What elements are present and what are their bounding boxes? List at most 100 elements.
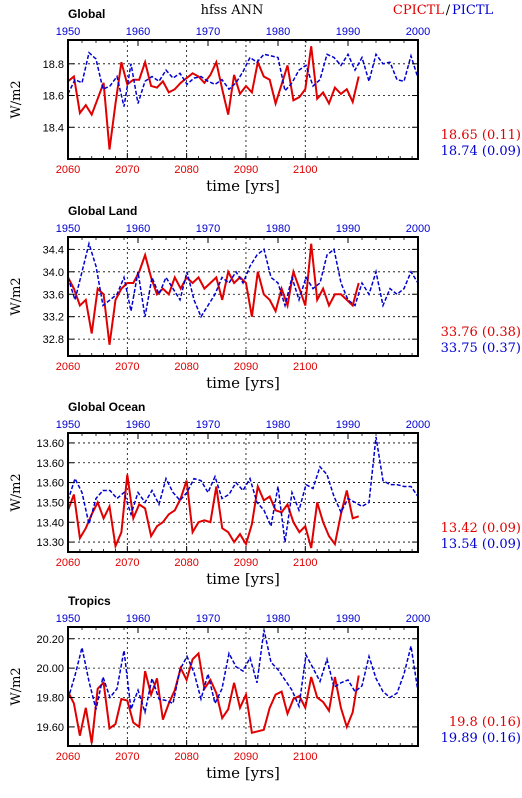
y-tick-label: 13.60 [36, 438, 64, 450]
x-axis-label: time [yrs] [206, 374, 280, 392]
x-tick-label-top: 1970 [196, 223, 220, 235]
y-tick-label: 18.4 [43, 122, 64, 134]
x-tick-label-bottom: 2080 [174, 557, 198, 569]
x-tick-label-top: 1980 [266, 613, 290, 625]
x-tick-label-bottom: 2080 [174, 361, 198, 373]
y-tick-label: 34.0 [43, 267, 64, 279]
panel-title: Tropics [68, 594, 111, 608]
series-line-cpictl [68, 651, 360, 744]
series-summary-pictl: 13.54 (0.09) [441, 537, 521, 552]
series-line-cpictl [68, 474, 360, 550]
legend-cpictl: CPICTL [393, 3, 444, 18]
x-tick-label-bottom: 2060 [56, 164, 80, 176]
x-tick-label-bottom: 2090 [234, 164, 258, 176]
x-tick-label-bottom: 2100 [293, 751, 317, 763]
y-tick-label: 13.40 [36, 517, 64, 529]
x-tick-label-top: 1970 [196, 26, 220, 38]
x-tick-label-top: 1990 [336, 419, 360, 431]
y-tick-label: 19.80 [36, 693, 64, 705]
panel-2: Global Land 2060 2070 2080 2090 2100 1950 1960 1… [9, 204, 521, 392]
plot-frame [67, 626, 419, 747]
x-tick-label-bottom: 2080 [174, 164, 198, 176]
variable-title: hfss ANN [201, 3, 264, 18]
series-line-pictl [68, 629, 418, 716]
x-axis-label: time [yrs] [206, 177, 280, 195]
y-axis-label: W/m2 [9, 80, 24, 118]
plot-frame [67, 432, 419, 553]
x-axis-label: time [yrs] [206, 570, 280, 588]
x-tick-label-top: 1950 [56, 613, 80, 625]
x-tick-label-top: 2000 [406, 613, 430, 625]
x-tick-label-top: 1960 [126, 223, 150, 235]
panel-1: Global 2060 2070 2080 2090 2100 1950 1960 1970 19… [9, 7, 521, 195]
series-line-cpictl [68, 243, 360, 345]
y-tick-label: 19.60 [36, 722, 64, 734]
series-line-pictl [68, 240, 418, 319]
y-axis-label: W/m2 [9, 667, 24, 705]
plot-frame [67, 39, 419, 160]
series-line-pictl [68, 51, 418, 107]
series-summary-pictl: 19.89 (0.16) [441, 731, 521, 746]
x-tick-label-top: 1960 [126, 613, 150, 625]
x-tick-label-bottom: 2060 [56, 361, 80, 373]
series-summary-cpictl: 33.76 (0.38) [441, 325, 521, 340]
legend-pictl: PICTL [452, 3, 494, 18]
series-summary-cpictl: 13.42 (0.09) [441, 521, 521, 536]
x-tick-label-top: 1990 [336, 223, 360, 235]
series-summary-pictl: 33.75 (0.37) [441, 341, 521, 356]
x-tick-label-top: 1980 [266, 419, 290, 431]
x-tick-label-top: 1990 [336, 26, 360, 38]
panel-title: Global Land [68, 204, 137, 218]
series-line-pictl [68, 436, 418, 543]
series-summary-cpictl: 18.65 (0.11) [441, 128, 521, 143]
y-tick-label: 18.8 [43, 59, 64, 71]
y-tick-label: 33.2 [43, 312, 64, 324]
series-summary-pictl: 18.74 (0.09) [441, 144, 521, 159]
y-axis-label: W/m2 [9, 473, 24, 511]
x-tick-label-bottom: 2100 [293, 164, 317, 176]
y-tick-label: 34.4 [43, 244, 64, 256]
x-tick-label-top: 2000 [406, 223, 430, 235]
x-tick-label-top: 1980 [266, 223, 290, 235]
x-tick-label-bottom: 2070 [115, 164, 139, 176]
x-tick-label-bottom: 2070 [115, 361, 139, 373]
panel-3: Global Ocean 2060 2070 2080 2090 2100 1950 1960… [9, 400, 521, 588]
x-tick-label-top: 1990 [336, 613, 360, 625]
x-tick-label-top: 2000 [406, 26, 430, 38]
y-tick-label: 32.8 [43, 334, 64, 346]
y-tick-label: 13.60 [36, 478, 64, 490]
y-tick-label: 33.6 [43, 289, 64, 301]
x-tick-label-bottom: 2090 [234, 361, 258, 373]
x-tick-label-bottom: 2100 [293, 557, 317, 569]
y-tick-label: 13.30 [36, 537, 64, 549]
y-tick-label: 13.50 [36, 497, 64, 509]
y-axis-label: W/m2 [9, 277, 24, 315]
x-tick-label-bottom: 2070 [115, 751, 139, 763]
series-line-cpictl [68, 46, 360, 150]
x-tick-label-top: 1950 [56, 419, 80, 431]
figure-header: hfss ANN CPICTL / PICTL [201, 3, 494, 18]
x-tick-label-bottom: 2080 [174, 751, 198, 763]
y-tick-label: 20.20 [36, 634, 64, 646]
legend-separator: / [446, 3, 451, 18]
y-tick-label: 18.6 [43, 91, 64, 103]
x-tick-label-top: 2000 [406, 419, 430, 431]
x-tick-label-top: 1970 [196, 613, 220, 625]
x-tick-label-top: 1970 [196, 419, 220, 431]
x-tick-label-top: 1980 [266, 26, 290, 38]
panel-title: Global Ocean [68, 400, 145, 414]
x-tick-label-bottom: 2100 [293, 361, 317, 373]
panel-title: Global [68, 7, 105, 21]
y-tick-label: 13.60 [36, 458, 64, 470]
x-tick-label-bottom: 2070 [115, 557, 139, 569]
series-summary-cpictl: 19.8 (0.16) [449, 715, 521, 730]
x-tick-label-top: 1960 [126, 419, 150, 431]
x-tick-label-bottom: 2060 [56, 557, 80, 569]
panel-4: Tropics 2060 2070 2080 2090 2100 1950 1960 1970 1… [9, 594, 521, 782]
x-tick-label-bottom: 2090 [234, 557, 258, 569]
plot-frame [67, 236, 419, 357]
x-tick-label-top: 1950 [56, 26, 80, 38]
x-tick-label-top: 1950 [56, 223, 80, 235]
x-axis-label: time [yrs] [206, 764, 280, 782]
